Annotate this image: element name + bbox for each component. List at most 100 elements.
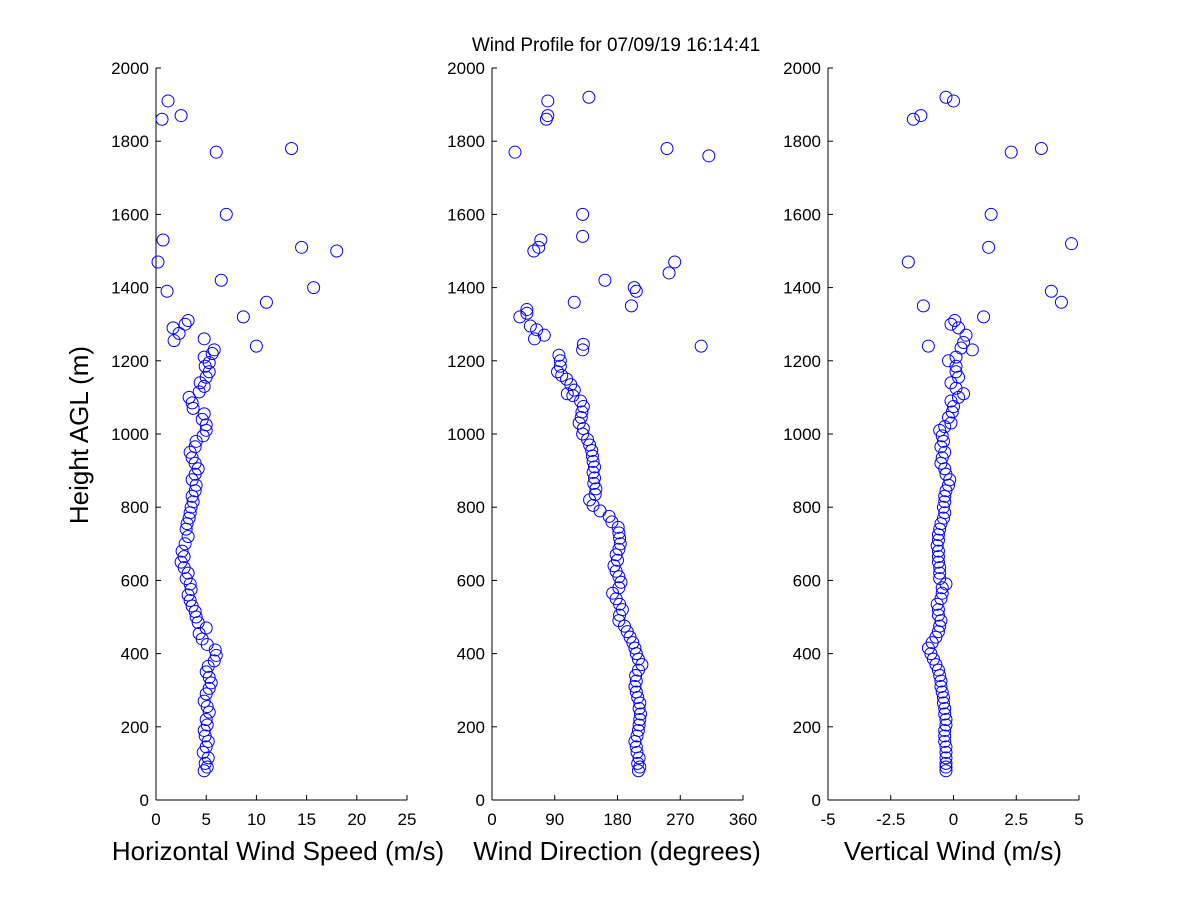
data-point xyxy=(209,145,223,159)
data-point xyxy=(660,142,674,156)
data-point xyxy=(177,550,191,564)
data-point xyxy=(982,240,996,254)
data-point xyxy=(939,751,953,765)
data-point xyxy=(183,594,197,608)
data-point xyxy=(553,359,567,373)
y-tick-label: 1200 xyxy=(783,352,821,371)
data-point xyxy=(197,407,211,421)
data-point xyxy=(520,303,534,317)
data-point xyxy=(179,572,193,586)
y-tick-label: 800 xyxy=(793,498,821,517)
data-point xyxy=(528,332,542,346)
data-point xyxy=(598,273,612,287)
data-point xyxy=(160,284,174,298)
data-point xyxy=(508,145,522,159)
y-tick-label: 0 xyxy=(812,791,821,810)
data-point xyxy=(307,281,321,295)
x-tick-label: 10 xyxy=(247,810,266,829)
data-point xyxy=(587,460,601,474)
data-point xyxy=(916,299,930,313)
data-point xyxy=(931,550,945,564)
data-point xyxy=(933,566,947,580)
data-point xyxy=(513,310,527,324)
horizontal-wind-speed-panel: 0 200 400 600 800 1000 1200 1400 1600 1800 2000 0 5 1… xyxy=(64,59,444,866)
data-point xyxy=(633,760,647,774)
data-point xyxy=(560,387,574,401)
data-point xyxy=(936,511,950,525)
data-point xyxy=(151,255,165,269)
data-point xyxy=(1054,295,1068,309)
data-point xyxy=(202,681,216,695)
data-point xyxy=(200,718,214,732)
data-point xyxy=(934,440,948,454)
data-point xyxy=(944,317,958,331)
data-point xyxy=(931,663,945,677)
data-point xyxy=(901,255,915,269)
y-tick-label: 1400 xyxy=(783,279,821,298)
x-axis-label: Wind Direction (degrees) xyxy=(473,836,761,866)
data-point xyxy=(965,343,979,357)
data-point xyxy=(938,729,952,743)
data-point xyxy=(935,586,949,600)
data-point xyxy=(532,240,546,254)
data-point xyxy=(906,112,920,126)
data-point xyxy=(632,718,646,732)
data-point xyxy=(197,350,211,364)
data-point xyxy=(207,343,221,357)
y-tick-label: 1400 xyxy=(447,279,485,298)
data-point xyxy=(631,756,645,770)
data-point xyxy=(178,537,192,551)
data-point xyxy=(931,533,945,547)
data-point xyxy=(629,740,643,754)
y-tick-label: 0 xyxy=(476,791,485,810)
vertical-wind-panel: 0 200 400 600 800 1000 1200 1400 1600 1800 2000 -5 -… xyxy=(783,59,1084,866)
x-tick-label: 20 xyxy=(347,810,366,829)
data-point xyxy=(555,368,569,382)
data-point xyxy=(612,526,626,540)
data-point xyxy=(949,365,963,379)
data-point xyxy=(930,539,944,553)
data-point xyxy=(285,142,299,156)
data-point xyxy=(184,583,198,597)
data-point xyxy=(197,379,211,393)
data-point xyxy=(175,544,189,558)
y-tick-label: 1000 xyxy=(783,425,821,444)
data-point xyxy=(202,705,216,719)
data-point xyxy=(934,592,948,606)
data-point xyxy=(936,696,950,710)
data-point xyxy=(205,346,219,360)
data-point xyxy=(576,207,590,221)
data-point xyxy=(181,529,195,543)
y-tick-label: 600 xyxy=(457,571,485,590)
data-point xyxy=(936,500,950,514)
x-tick-label: 270 xyxy=(666,810,694,829)
data-point xyxy=(197,764,211,778)
data-point xyxy=(939,90,953,104)
data-point xyxy=(576,337,590,351)
data-point xyxy=(560,372,574,386)
y-tick-label: 1400 xyxy=(111,279,149,298)
y-axis-label: Height AGL (m) xyxy=(64,346,94,524)
data-point xyxy=(199,665,213,679)
figure-title: Wind Profile for 07/09/19 16:14:41 xyxy=(472,35,760,56)
data-point xyxy=(207,654,221,668)
data-point xyxy=(944,416,958,430)
y-tick-label: 1000 xyxy=(111,425,149,444)
y-tick-label: 1800 xyxy=(783,132,821,151)
data-point xyxy=(530,323,544,337)
data-point xyxy=(939,745,953,759)
data-point xyxy=(236,310,250,324)
y-tick-label: 2000 xyxy=(447,59,485,78)
data-point xyxy=(612,542,626,556)
data-point xyxy=(574,411,588,425)
data-point xyxy=(199,740,213,754)
data-point xyxy=(949,350,963,364)
data-point xyxy=(633,712,647,726)
data-point xyxy=(632,702,646,715)
data-point xyxy=(188,440,202,454)
data-point xyxy=(938,702,952,715)
data-point xyxy=(938,495,952,509)
data-point xyxy=(199,712,213,726)
x-tick-label: 90 xyxy=(545,810,564,829)
